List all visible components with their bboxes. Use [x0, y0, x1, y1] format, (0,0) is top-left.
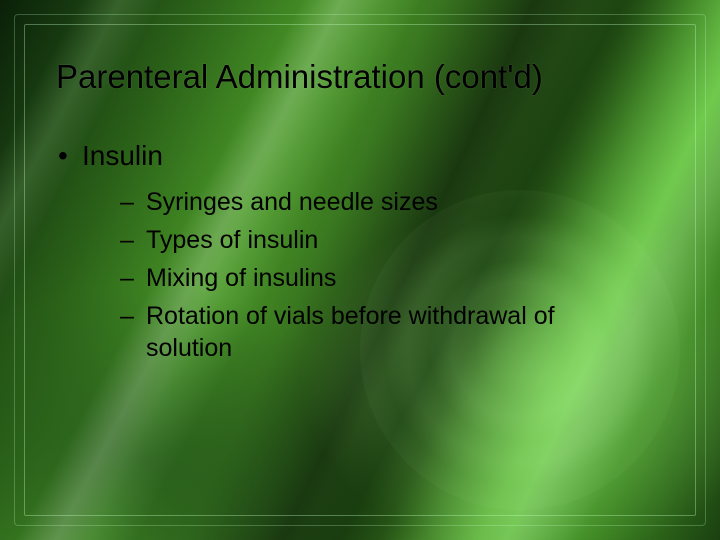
bullet-level1: Insulin — [82, 140, 664, 172]
bullet-level2: Syringes and needle sizes — [146, 186, 664, 218]
bullet-level2: Rotation of vials before withdrawal of s… — [146, 300, 664, 364]
bullet-level2: Types of insulin — [146, 224, 664, 256]
bullet-level2: Mixing of insulins — [146, 262, 664, 294]
bullet-level1-text: Insulin — [82, 140, 163, 171]
slide-content: Parenteral Administration (cont'd) Insul… — [0, 0, 720, 540]
slide-title: Parenteral Administration (cont'd) — [56, 58, 664, 96]
